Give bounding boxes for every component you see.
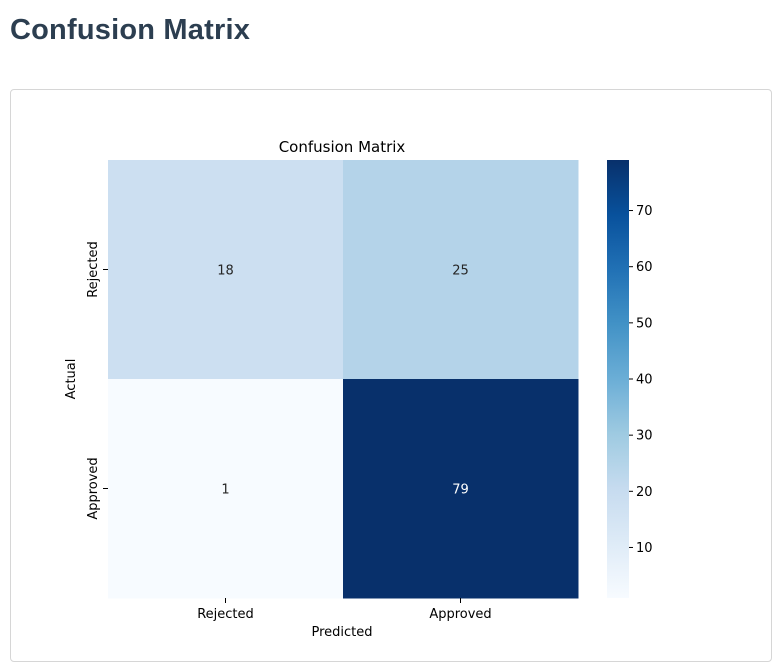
colorbar-tick-label: 40 — [636, 373, 653, 388]
x-tick-label: Rejected — [197, 607, 254, 622]
heatmap-cell-labels: 18 25 1 79 — [217, 264, 469, 498]
page-title: Confusion Matrix — [10, 14, 251, 46]
colorbar-tick-label: 20 — [636, 485, 653, 500]
chart-card: Confusion Matrix 18 25 1 79 Rejected Approve… — [10, 89, 772, 662]
heatmap-cells — [108, 160, 579, 599]
heatmap-cell-value: 79 — [452, 483, 469, 498]
colorbar-ticks: 10 20 30 40 50 60 70 — [629, 204, 653, 556]
heatmap-cell-value: 25 — [452, 264, 469, 279]
x-axis-label: Predicted — [311, 625, 372, 640]
y-axis: Rejected Approved — [86, 241, 108, 520]
colorbar-tick-label: 50 — [636, 316, 653, 331]
heatmap-cell — [108, 379, 344, 599]
heatmap-cell — [343, 379, 579, 599]
heatmap-cell — [108, 160, 344, 380]
colorbar-tick-label: 10 — [636, 541, 653, 556]
y-tick-label: Approved — [86, 457, 101, 519]
colorbar: 10 20 30 40 50 60 70 — [607, 160, 653, 598]
chart-title: Confusion Matrix — [279, 138, 406, 156]
confusion-matrix-chart: Confusion Matrix 18 25 1 79 Rejected Approve… — [64, 138, 653, 640]
heatmap-cell — [343, 160, 579, 380]
x-axis: Rejected Approved — [197, 598, 492, 622]
y-tick-label: Rejected — [86, 241, 101, 298]
colorbar-tick-label: 60 — [636, 260, 653, 275]
colorbar-gradient — [607, 160, 629, 598]
colorbar-tick-label: 30 — [636, 429, 653, 444]
colorbar-tick-label: 70 — [636, 204, 653, 219]
heatmap-cell-value: 18 — [217, 264, 234, 279]
x-tick-label: Approved — [429, 607, 491, 622]
y-axis-label: Actual — [64, 359, 79, 400]
heatmap-cell-value: 1 — [221, 483, 229, 498]
